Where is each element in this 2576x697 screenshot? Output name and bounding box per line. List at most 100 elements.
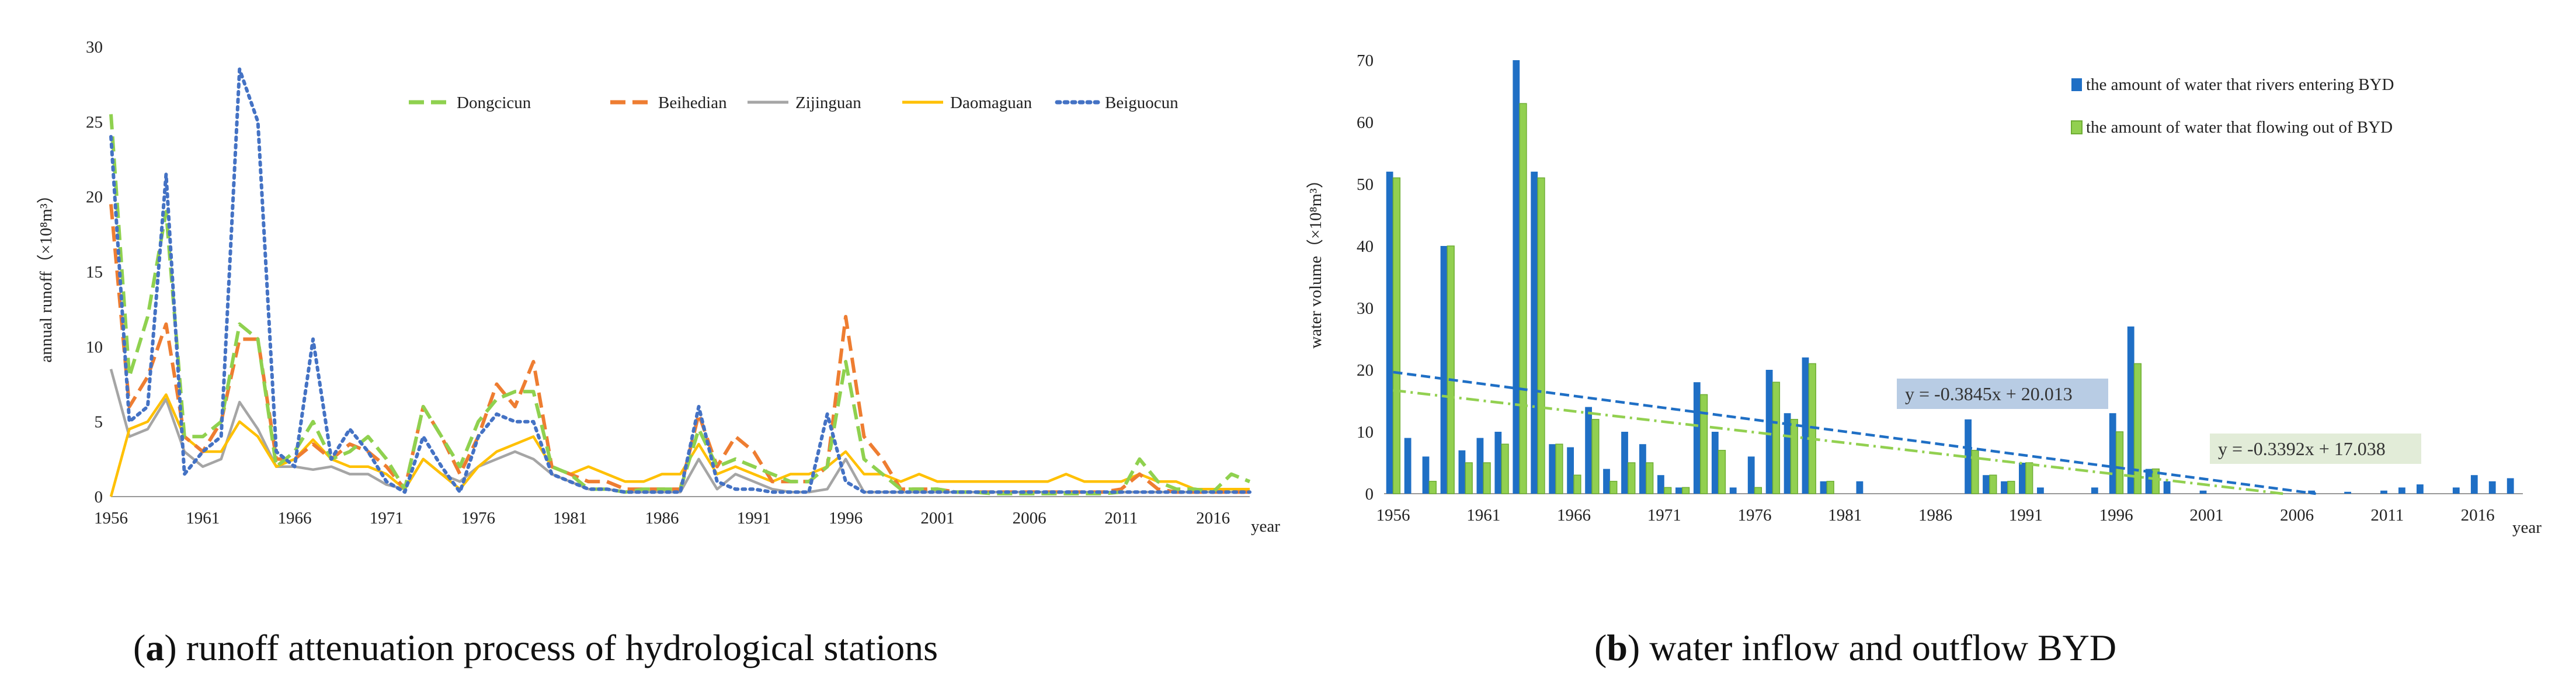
bar-the-amount-of-water-that-rivers-entering-1991 [2019, 463, 2026, 494]
bar-the-amount-of-water-that-rivers-entering-2009 [2344, 491, 2351, 494]
bar-the-amount-of-water-that-rivers-entering-1957 [1404, 438, 1412, 494]
chart-a-y-ticks: 0 5 10 15 20 25 30 [86, 38, 103, 507]
bar-the-amount-of-water-that-rivers-entering-1996 [2109, 413, 2116, 494]
bar-the-amount-of-water-that-rivers-entering-1974 [1711, 432, 1719, 494]
bar-the-amount-of-water-that-rivers-entering-1980 [1820, 481, 1827, 494]
chart-a-x-tick-1981: 1981 [553, 509, 587, 528]
caption-b-text: ) water inflow and outflow BYD [1628, 627, 2116, 668]
trendline-equation-2: y = -0.3392x + 17.038 [2218, 438, 2386, 459]
caption-a-letter: a [145, 627, 164, 668]
bar-the-amount-of-water-that-rivers-entering-1969 [1621, 432, 1628, 494]
chart-a-y-tick-10: 10 [86, 338, 103, 356]
bar-the-amount-of-water-that-rivers-entering-1995 [2091, 487, 2098, 494]
legend-swatch-the-amount-of-water-that-flowing-out-of- [2071, 120, 2083, 134]
bar-the-amount-of-water-that-rivers-entering-1998 [2145, 469, 2153, 494]
chart-b-y-tick-50: 50 [1357, 175, 1374, 194]
caption-a: (a) runoff attenuation process of hydrol… [133, 627, 938, 668]
chart-b-x-tick-2011: 2011 [2370, 506, 2404, 525]
bar-the-amount-of-water-that-flowing-out-of--1998 [2151, 468, 2160, 494]
bar-the-amount-of-water-that-rivers-entering-1961 [1476, 438, 1484, 494]
bar-the-amount-of-water-that-rivers-entering-1997 [2127, 326, 2135, 494]
chart-a-x-tick-1996: 1996 [829, 509, 863, 528]
chart-b-x-ticks: 1956 1961 1966 1971 1976 1981 1986 1991 1996 2001… [1376, 506, 2494, 525]
trendline-equation-1: y = -0.3845x + 20.013 [1905, 383, 2073, 404]
bar-the-amount-of-water-that-rivers-entering-1963 [1513, 60, 1520, 494]
chart-b-trendlines: y = -0.3845x + 20.013 y = -0.3392x + 17.0… [1393, 370, 2421, 495]
bar-the-amount-of-water-that-rivers-entering-1999 [2163, 481, 2171, 494]
bar-the-amount-of-water-that-flowing-out-of--1960 [1465, 462, 1473, 494]
bar-the-amount-of-water-that-flowing-out-of--1967 [1591, 419, 1600, 494]
bar-the-amount-of-water-that-rivers-entering-2011 [2380, 490, 2387, 494]
chart-a-x-tick-1961: 1961 [186, 509, 220, 528]
chart-a-series [109, 67, 1252, 497]
bar-the-amount-of-water-that-flowing-out-of--1988 [1971, 450, 1979, 494]
series-line-beiguocun [109, 67, 1252, 494]
chart-a-x-tick-2001: 2001 [920, 509, 954, 528]
trendline-label-box-2 [2210, 434, 2421, 464]
bar-the-amount-of-water-that-rivers-entering-1982 [1856, 481, 1864, 494]
bar-the-amount-of-water-that-rivers-entering-2013 [2417, 484, 2424, 494]
legend-label-the-amount-of-water-that-rivers-entering: the amount of water that rivers entering… [2086, 75, 2394, 94]
legend-label-dongcicun: Dongcicun [457, 93, 531, 112]
chart-b-y-tick-60: 60 [1357, 113, 1374, 132]
bar-the-amount-of-water-that-flowing-out-of--1997 [2133, 363, 2142, 494]
chart-b-y-ticks: 0 10 20 30 40 50 60 70 [1357, 51, 1374, 504]
bar-the-amount-of-water-that-rivers-entering-1973 [1693, 382, 1701, 494]
chart-a-y-tick-0: 0 [95, 488, 103, 507]
chart-a-x-tick-1971: 1971 [370, 509, 404, 528]
bar-the-amount-of-water-that-flowing-out-of--1959 [1447, 245, 1455, 494]
bar-the-amount-of-water-that-rivers-entering-1977 [1765, 370, 1773, 494]
chart-b-x-tick-2006: 2006 [2280, 506, 2314, 525]
bar-the-amount-of-water-that-flowing-out-of--1963 [1519, 103, 1527, 494]
chart-a-y-tick-5: 5 [95, 413, 103, 432]
chart-b-x-tick-1976: 1976 [1738, 506, 1772, 525]
chart-a-x-tick-1976: 1976 [461, 509, 495, 528]
bar-the-amount-of-water-that-flowing-out-of--1964 [1537, 177, 1545, 494]
trendline-label-box-1 [1897, 379, 2108, 409]
chart-a-x-tick-2016: 2016 [1196, 509, 1230, 528]
bar-the-amount-of-water-that-flowing-out-of--1971 [1664, 487, 1672, 494]
legend-label-the-amount-of-water-that-flowing-out-of-: the amount of water that flowing out of … [2086, 118, 2393, 137]
bar-the-amount-of-water-that-rivers-entering-2012 [2398, 487, 2405, 494]
bar-the-amount-of-water-that-flowing-out-of--1970 [1646, 462, 1654, 494]
bar-the-amount-of-water-that-flowing-out-of--1961 [1483, 462, 1491, 494]
chart-b-x-tick-1991: 1991 [2009, 506, 2043, 525]
chart-a-x-tick-2006: 2006 [1013, 509, 1047, 528]
bar-the-amount-of-water-that-flowing-out-of--1958 [1428, 481, 1437, 494]
bar-the-amount-of-water-that-rivers-entering-1971 [1657, 475, 1664, 494]
bar-the-amount-of-water-that-flowing-out-of--1977 [1772, 382, 1781, 494]
chart-a-x-tick-1986: 1986 [645, 509, 679, 528]
bar-the-amount-of-water-that-rivers-entering-1978 [1784, 413, 1791, 494]
bar-the-amount-of-water-that-rivers-entering-1962 [1494, 432, 1502, 494]
chart-a-x-tick-1966: 1966 [278, 509, 312, 528]
chart-a-x-tick-1956: 1956 [94, 509, 128, 528]
chart-b-x-tick-2016: 2016 [2461, 506, 2495, 525]
chart-b-x-tick-1961: 1961 [1466, 506, 1500, 525]
chart-b-x-tick-1971: 1971 [1647, 506, 1681, 525]
chart-b-legend: the amount of water that rivers entering… [2071, 75, 2394, 137]
caption-b: (b) water inflow and outflow BYD [1594, 627, 2116, 668]
bar-the-amount-of-water-that-rivers-entering-1960 [1458, 450, 1466, 494]
chart-a-x-tick-1991: 1991 [737, 509, 771, 528]
bar-the-amount-of-water-that-flowing-out-of--1996 [2115, 431, 2124, 494]
bar-the-amount-of-water-that-rivers-entering-1967 [1585, 407, 1592, 494]
bar-the-amount-of-water-that-flowing-out-of--1966 [1573, 474, 1581, 494]
legend-label-daomaguan: Daomaguan [950, 93, 1033, 112]
bar-the-amount-of-water-that-rivers-entering-2017 [2488, 481, 2496, 494]
chart-b-x-tick-1986: 1986 [1918, 506, 1952, 525]
trendline-1 [1393, 370, 2316, 495]
chart-a-ylabel: annual runoff（×10⁸m³） [37, 186, 55, 362]
bar-the-amount-of-water-that-flowing-out-of--1976 [1754, 487, 1762, 494]
bar-the-amount-of-water-that-flowing-out-of--1990 [2007, 481, 2015, 494]
chart-a-y-tick-25: 25 [86, 113, 103, 131]
legend-swatch-the-amount-of-water-that-rivers-entering [2071, 78, 2082, 91]
bar-the-amount-of-water-that-rivers-entering-1958 [1422, 456, 1430, 494]
bar-the-amount-of-water-that-rivers-entering-2016 [2470, 475, 2478, 494]
bar-the-amount-of-water-that-rivers-entering-1975 [1729, 487, 1737, 494]
bar-the-amount-of-water-that-rivers-entering-1970 [1639, 444, 1646, 494]
bar-the-amount-of-water-that-rivers-entering-2001 [2199, 490, 2207, 494]
chart-a-x-ticks: 1956 1961 1966 1971 1976 1981 1986 1991 1996 2001… [94, 509, 1230, 528]
bar-the-amount-of-water-that-flowing-out-of--1962 [1501, 443, 1509, 494]
caption-b-letter: b [1607, 627, 1628, 668]
bar-the-amount-of-water-that-rivers-entering-1988 [1965, 419, 1972, 494]
